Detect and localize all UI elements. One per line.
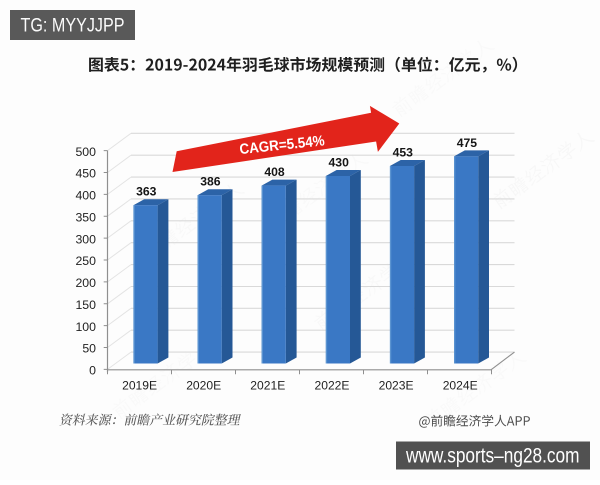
svg-text:2022E: 2022E: [315, 379, 350, 393]
svg-text:2023E: 2023E: [379, 379, 414, 393]
svg-text:2024E: 2024E: [443, 379, 478, 393]
svg-text:450: 450: [75, 167, 96, 181]
svg-text:200: 200: [75, 276, 96, 290]
svg-text:300: 300: [75, 232, 96, 246]
svg-text:2021E: 2021E: [250, 379, 285, 393]
svg-text:www.sports–ng28.com: www.sports–ng28.com: [405, 445, 579, 468]
svg-text:TG: MYYJJPP: TG: MYYJJPP: [21, 15, 125, 37]
svg-text:500: 500: [75, 145, 96, 159]
svg-text:150: 150: [75, 298, 96, 312]
svg-text:250: 250: [75, 254, 96, 268]
svg-text:475: 475: [457, 136, 478, 150]
svg-text:2020E: 2020E: [186, 379, 221, 393]
svg-text:408: 408: [264, 165, 285, 179]
svg-text:363: 363: [136, 185, 157, 199]
svg-text:100: 100: [75, 320, 96, 334]
svg-text:430: 430: [329, 156, 350, 170]
svg-text:50: 50: [82, 342, 96, 356]
svg-text:400: 400: [75, 189, 96, 203]
svg-text:0: 0: [89, 364, 96, 378]
svg-text:350: 350: [75, 210, 96, 224]
svg-text:453: 453: [393, 146, 414, 160]
svg-text:386: 386: [200, 175, 221, 189]
svg-text:2019E: 2019E: [122, 379, 157, 393]
